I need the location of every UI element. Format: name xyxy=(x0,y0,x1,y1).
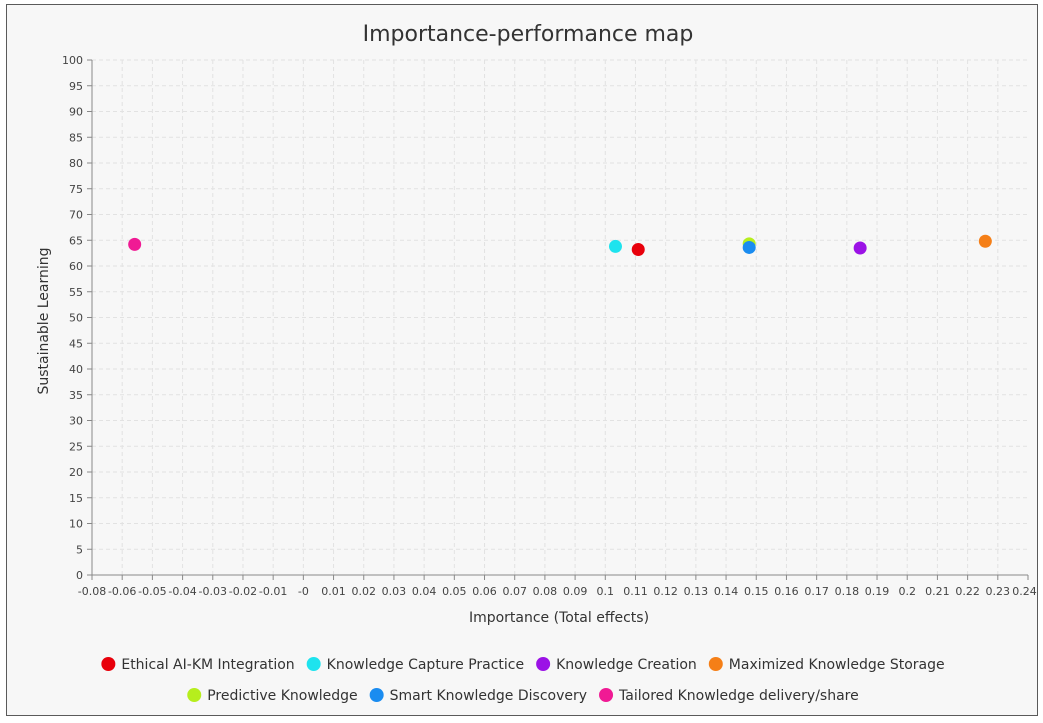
legend-item[interactable]: Tailored Knowledge delivery/share xyxy=(599,688,859,704)
x-tick-label: 0.21 xyxy=(925,585,950,598)
legend-label: Knowledge Capture Practice xyxy=(327,657,524,673)
x-tick-label: 0.01 xyxy=(321,585,346,598)
x-tick-label: 0.22 xyxy=(955,585,980,598)
legend[interactable]: Ethical AI-KM Integration Knowledge Captu… xyxy=(101,657,945,704)
legend-label: Smart Knowledge Discovery xyxy=(390,688,587,704)
legend-swatch xyxy=(536,657,551,671)
data-point xyxy=(978,234,992,248)
legend-item[interactable]: Smart Knowledge Discovery xyxy=(369,688,587,704)
y-tick-label: 25 xyxy=(69,440,83,453)
grid xyxy=(92,59,1028,575)
x-tick-label: 0.11 xyxy=(623,585,648,598)
legend-item[interactable]: Predictive Knowledge xyxy=(187,688,358,704)
y-tick-label: 100 xyxy=(62,54,83,67)
legend-label: Tailored Knowledge delivery/share xyxy=(618,688,859,704)
data-point xyxy=(608,239,622,253)
legend-swatch xyxy=(599,688,614,702)
y-tick-label: 85 xyxy=(69,131,83,144)
legend-item[interactable]: Knowledge Capture Practice xyxy=(306,657,524,673)
x-tick-label: 0.09 xyxy=(563,585,588,598)
x-tick-label: 0.02 xyxy=(351,585,376,598)
x-tick-label: 0.2 xyxy=(898,585,916,598)
x-tick-label: 0.04 xyxy=(412,585,437,598)
legend-item[interactable]: Knowledge Creation xyxy=(536,657,697,673)
x-tick-label: 0.16 xyxy=(774,585,799,598)
x-tick-label: 0.12 xyxy=(653,585,678,598)
y-tick-label: 90 xyxy=(69,106,83,119)
y-tick-label: 20 xyxy=(69,466,83,479)
legend-label: Ethical AI-KM Integration xyxy=(121,657,294,673)
y-tick-label: 55 xyxy=(69,286,83,299)
y-tick-label: 60 xyxy=(69,260,83,273)
chart-title: Importance-performance map xyxy=(363,22,694,47)
legend-item[interactable]: Maximized Knowledge Storage xyxy=(708,657,945,673)
legend-swatch xyxy=(187,688,202,702)
y-tick-label: 65 xyxy=(69,234,83,247)
y-tick-label: 40 xyxy=(69,363,83,376)
x-tick-label: 0.14 xyxy=(714,585,739,598)
y-tick-label: 0 xyxy=(76,569,83,582)
x-tick-label: -0.03 xyxy=(199,585,227,598)
x-tick-label: 0.1 xyxy=(597,585,615,598)
x-tick-label: 0.07 xyxy=(502,585,527,598)
legend-label: Predictive Knowledge xyxy=(207,688,357,704)
scatter-chart: Importance-performance map -0.08 -0.06 -0.… xyxy=(36,22,1037,704)
data-points xyxy=(128,234,992,257)
x-tick-label: -0.02 xyxy=(229,585,257,598)
legend-swatch xyxy=(369,688,384,702)
y-tick-label: 15 xyxy=(69,492,83,505)
x-axis-title: Importance (Total effects) xyxy=(469,610,649,626)
legend-swatch xyxy=(306,657,321,671)
x-tick-label: 0.18 xyxy=(835,585,860,598)
x-tick-label: -0.05 xyxy=(138,585,166,598)
axes xyxy=(87,59,1029,580)
y-tick-label: 5 xyxy=(76,543,83,556)
data-point xyxy=(128,237,142,251)
data-point xyxy=(742,240,756,254)
data-point xyxy=(853,241,867,255)
x-tick-label: 0.15 xyxy=(744,585,769,598)
x-tick-label: -0 xyxy=(298,585,309,598)
x-tick-label: -0.06 xyxy=(108,585,136,598)
x-tick-label: 0.08 xyxy=(533,585,558,598)
chart-frame: Importance-performance map -0.08 -0.06 -0.… xyxy=(6,4,1038,716)
y-tick-label: 95 xyxy=(69,80,83,93)
legend-item[interactable]: Ethical AI-KM Integration xyxy=(101,657,295,673)
y-tick-label: 70 xyxy=(69,209,83,222)
x-tick-label: 0.19 xyxy=(865,585,890,598)
y-tick-labels: 0 5 10 15 20 25 30 35 40 45 50 55 60 65 70 75 80 85 90 95 10… xyxy=(62,54,83,582)
x-tick-label: 0.249 xyxy=(1012,585,1037,598)
x-tick-label: 0.03 xyxy=(382,585,407,598)
legend-swatch xyxy=(708,657,723,671)
data-point xyxy=(631,243,645,257)
y-tick-label: 35 xyxy=(69,389,83,402)
y-tick-label: 45 xyxy=(69,337,83,350)
y-tick-label: 30 xyxy=(69,415,83,428)
legend-label: Maximized Knowledge Storage xyxy=(729,657,945,673)
x-tick-label: 0.23 xyxy=(986,585,1011,598)
x-tick-label: -0.01 xyxy=(259,585,287,598)
y-tick-label: 75 xyxy=(69,183,83,196)
y-tick-label: 80 xyxy=(69,157,83,170)
x-tick-labels: -0.08 -0.06 -0.05 -0.04 -0.03 -0.02 -0.01 -0 0.0… xyxy=(78,585,1037,598)
x-tick-label: 0.17 xyxy=(804,585,829,598)
y-axis-title: Sustainable Learning xyxy=(36,247,52,394)
x-tick-label: 0.06 xyxy=(472,585,497,598)
x-tick-label: 0.13 xyxy=(684,585,709,598)
x-tick-label: 0.05 xyxy=(442,585,467,598)
x-tick-label: -0.04 xyxy=(168,585,196,598)
x-tick-label: -0.08 xyxy=(78,585,106,598)
y-tick-label: 10 xyxy=(69,518,83,531)
legend-label: Knowledge Creation xyxy=(556,657,697,673)
y-tick-label: 50 xyxy=(69,312,83,325)
legend-swatch xyxy=(101,657,116,671)
